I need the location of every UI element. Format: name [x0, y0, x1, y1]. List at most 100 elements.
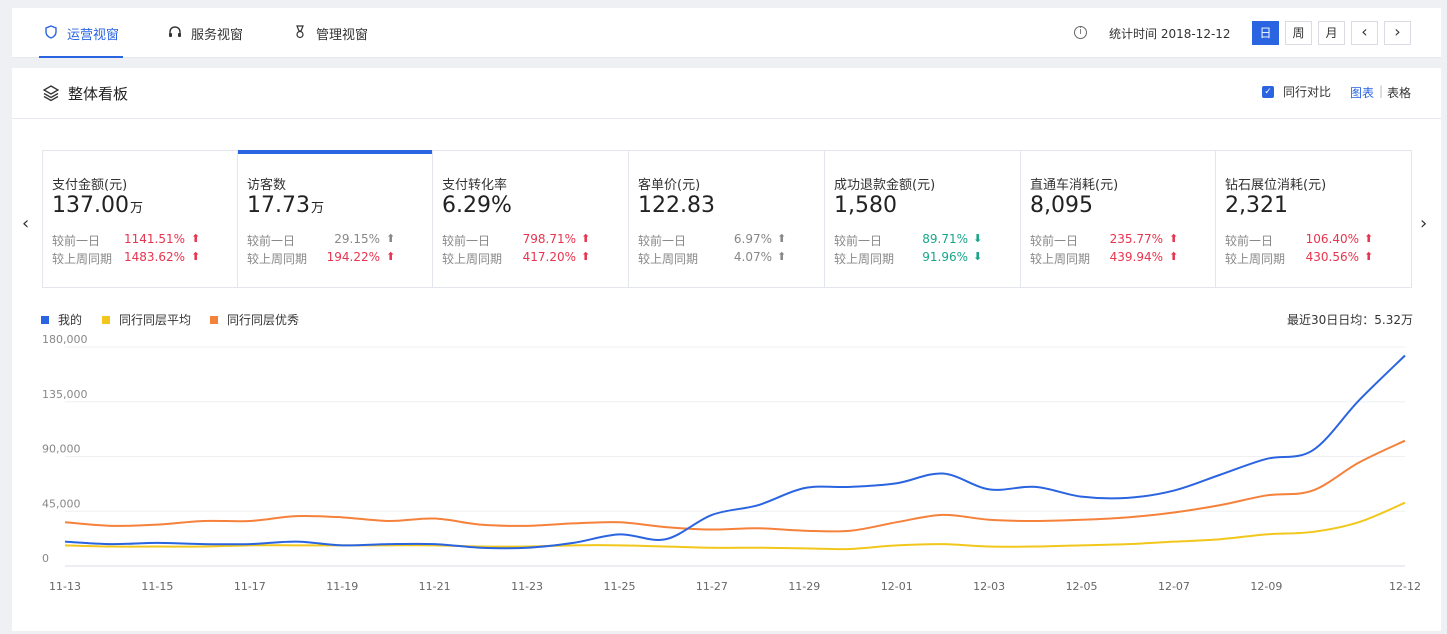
- arrow-up-icon: ⬆: [191, 250, 201, 263]
- tab-label: 管理视窗: [316, 27, 369, 43]
- metric-card[interactable]: 直通车消耗(元) 8,095 较前一日 235.77% ⬆ 较上周同期 439.94% ⬆: [1021, 151, 1216, 287]
- compare-day-label: 较前一日: [247, 234, 296, 248]
- x-tick-label: 12-01: [881, 580, 913, 593]
- metric-title: 支付金额(元): [52, 178, 128, 193]
- metric-unit: 万: [129, 201, 143, 216]
- stat-time: 统计时间 2018-12-12: [1109, 26, 1231, 41]
- metric-value: 2,321: [1225, 193, 1289, 218]
- headset-icon: [167, 25, 183, 41]
- arrow-up-icon: ⬆: [191, 232, 201, 245]
- compare-week-label: 较上周同期: [834, 252, 895, 266]
- period-month-button[interactable]: 月: [1318, 21, 1345, 45]
- legend-item-mine[interactable]: 我的: [41, 311, 82, 328]
- tab-label: 运营视窗: [67, 27, 120, 43]
- arrow-up-icon: ⬆: [386, 232, 396, 245]
- compare-day-label: 较前一日: [834, 234, 883, 248]
- tab-operations[interactable]: 运营视窗: [38, 8, 124, 58]
- info-icon[interactable]: i: [1074, 26, 1087, 39]
- arrow-up-icon: ⬆: [581, 250, 591, 263]
- y-tick-label: 0: [42, 552, 49, 565]
- tab-management[interactable]: 管理视窗: [292, 8, 368, 58]
- x-tick-label: 12-03: [973, 580, 1005, 593]
- compare-week-value: 430.56%: [1305, 250, 1359, 264]
- view-table-link[interactable]: 表格: [1387, 86, 1412, 100]
- legend-label: 同行同层平均: [119, 313, 192, 327]
- x-tick-label: 12-07: [1158, 580, 1190, 593]
- compare-day-value: 235.77%: [1109, 232, 1163, 246]
- arrow-up-icon: ⬆: [581, 232, 591, 245]
- arrow-up-icon: ⬆: [777, 232, 787, 245]
- x-tick-label: 11-19: [326, 580, 358, 593]
- compare-week-label: 较上周同期: [52, 252, 113, 266]
- legend-item-average[interactable]: 同行同层平均: [102, 311, 191, 328]
- tab-service[interactable]: 服务视窗: [167, 8, 243, 58]
- next-date-button[interactable]: ›: [1384, 21, 1411, 45]
- compare-day-value: 89.71%: [922, 232, 968, 246]
- metric-number: 137.00: [52, 193, 129, 218]
- period-week-button[interactable]: 周: [1285, 21, 1312, 45]
- view-chart-link[interactable]: 图表: [1350, 86, 1375, 100]
- top-nav-bar: 运营视窗 服务视窗 管理视窗 i 统计时间 2018-12-12 日 周 月 ‹…: [12, 8, 1441, 58]
- x-tick-label: 12-09: [1250, 580, 1282, 593]
- trend-line-chart: 180,000 135,000 90,000 45,000 0 11-13 11-15 11-…: [42, 333, 1421, 593]
- arrow-up-icon: ⬆: [1169, 250, 1179, 263]
- metric-title: 直通车消耗(元): [1030, 178, 1119, 193]
- metric-card[interactable]: 客单价(元) 122.83 较前一日 6.97% ⬆ 较上周同期 4.07% ⬆: [629, 151, 825, 287]
- metric-number: 8,095: [1030, 193, 1093, 218]
- series-line-1[interactable]: [64, 501, 1406, 551]
- compare-checkbox[interactable]: ✓: [1262, 86, 1274, 98]
- medal-icon: [292, 25, 308, 41]
- cards-next-arrow[interactable]: ›: [1420, 213, 1428, 234]
- metric-card[interactable]: 成功退款金额(元) 1,580 较前一日 89.71% ⬇ 较上周同期 91.96% ⬇: [825, 151, 1021, 287]
- metric-value: 6.29%: [442, 193, 513, 218]
- arrow-up-icon: ⬆: [1364, 250, 1374, 263]
- arrow-up-icon: ⬆: [386, 250, 396, 263]
- x-tick-label: 11-29: [788, 580, 820, 593]
- metric-number: 17.73: [247, 193, 310, 218]
- legend-item-excellent[interactable]: 同行同层优秀: [210, 311, 299, 328]
- metric-cards: 支付金额(元) 137.00万 较前一日 1141.51% ⬆ 较上周同期 1483.62%…: [42, 150, 1412, 288]
- series-line-2[interactable]: [64, 439, 1406, 533]
- x-tick-label: 11-27: [696, 580, 728, 593]
- arrow-down-icon: ⬇: [973, 232, 983, 245]
- arrow-down-icon: ⬇: [973, 250, 983, 263]
- metric-value: 8,095: [1030, 193, 1094, 218]
- compare-day-label: 较前一日: [638, 234, 687, 248]
- metric-number: 2,321: [1225, 193, 1288, 218]
- compare-day-value: 6.97%: [733, 232, 772, 246]
- metric-card[interactable]: 支付金额(元) 137.00万 较前一日 1141.51% ⬆ 较上周同期 1483.62%…: [43, 151, 238, 287]
- chart-daily-average: 最近30日日均：5.32万: [1287, 313, 1413, 327]
- y-tick-label: 180,000: [42, 333, 88, 346]
- series-line-0[interactable]: [64, 354, 1406, 550]
- metric-number: 6.29%: [442, 193, 512, 218]
- x-tick-label: 11-23: [511, 580, 543, 593]
- legend-label: 我的: [58, 313, 83, 327]
- cards-prev-arrow[interactable]: ‹: [22, 213, 30, 234]
- compare-day-label: 较前一日: [1225, 234, 1274, 248]
- compare-week-value: 4.07%: [733, 250, 772, 264]
- compare-day-label: 较前一日: [52, 234, 101, 248]
- legend-swatch: [41, 315, 49, 324]
- compare-week-value: 439.94%: [1109, 250, 1163, 264]
- x-tick-label: 11-17: [234, 580, 266, 593]
- metric-card[interactable]: 钻石展位消耗(元) 2,321 较前一日 106.40% ⬆ 较上周同期 430.56% ⬆: [1216, 151, 1411, 287]
- compare-day-value: 798.71%: [522, 232, 576, 246]
- metric-card[interactable]: 访客数 17.73万 较前一日 29.15% ⬆ 较上周同期 194.22% ⬆: [238, 150, 433, 287]
- legend-label: 同行同层优秀: [227, 313, 300, 327]
- compare-week-value: 91.96%: [922, 250, 968, 264]
- metric-unit: 万: [310, 201, 324, 216]
- metric-value: 122.83: [638, 193, 716, 218]
- compare-day-label: 较前一日: [1030, 234, 1079, 248]
- metric-card[interactable]: 支付转化率 6.29% 较前一日 798.71% ⬆ 较上周同期 417.20% ⬆: [433, 151, 629, 287]
- compare-week-value: 1483.62%: [123, 250, 185, 264]
- compare-week-label: 较上周同期: [1225, 252, 1286, 266]
- arrow-up-icon: ⬆: [1169, 232, 1179, 245]
- prev-date-button[interactable]: ‹: [1351, 21, 1378, 45]
- period-day-button[interactable]: 日: [1252, 21, 1279, 45]
- compare-day-value: 29.15%: [334, 232, 380, 246]
- metric-number: 122.83: [638, 193, 715, 218]
- x-tick-label: 11-13: [49, 580, 81, 593]
- metric-title: 客单价(元): [638, 178, 701, 193]
- compare-day-label: 较前一日: [442, 234, 491, 248]
- compare-day-value: 106.40%: [1305, 232, 1359, 246]
